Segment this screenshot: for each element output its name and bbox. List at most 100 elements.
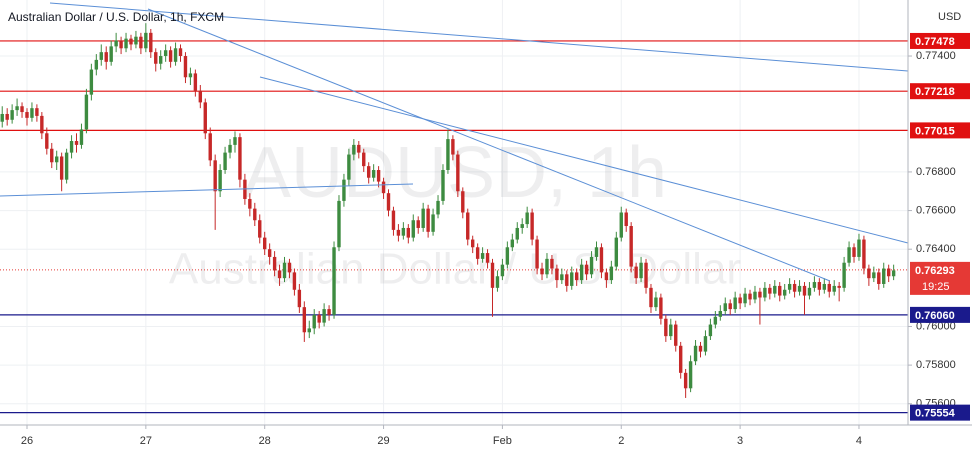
- candle-body: [213, 160, 217, 192]
- level-label: 0.77015: [915, 125, 955, 137]
- candle-body: [193, 73, 198, 91]
- candle-body: [456, 154, 460, 192]
- candle-body: [124, 38, 128, 49]
- candle-body: [159, 56, 163, 64]
- candle-body: [233, 137, 237, 145]
- x-tick-label: Feb: [493, 435, 512, 447]
- candle-body: [461, 191, 465, 213]
- candle-body: [396, 229, 401, 236]
- candle-body: [94, 59, 99, 70]
- candle-body: [228, 144, 232, 153]
- candle-body: [624, 212, 628, 227]
- candle-body: [183, 56, 188, 78]
- candle-body: [347, 154, 351, 180]
- candle-body: [678, 345, 683, 373]
- candle-body: [540, 268, 544, 275]
- candle-body: [362, 152, 366, 167]
- candle-body: [114, 40, 118, 47]
- candle-body: [307, 328, 311, 333]
- candle-body: [570, 272, 574, 286]
- candle-body: [857, 239, 861, 257]
- candle-body: [480, 253, 485, 259]
- level-label-box: [910, 32, 970, 49]
- candle-body: [792, 283, 797, 292]
- candle-body: [292, 272, 297, 290]
- candle-body: [812, 282, 817, 288]
- candle-body: [594, 247, 599, 257]
- candle-body: [218, 170, 222, 192]
- candle-body: [748, 293, 752, 300]
- candle-body: [847, 247, 851, 263]
- candle-body: [109, 46, 113, 62]
- candle-body: [99, 52, 103, 60]
- candle-body: [277, 270, 282, 279]
- level-label: 0.77478: [915, 36, 955, 48]
- trend-line: [49, 2, 909, 72]
- level-label: 0.75554: [915, 408, 956, 420]
- candle-body: [381, 181, 386, 194]
- candle-body: [426, 208, 430, 232]
- candle-body: [778, 285, 782, 296]
- candle-body: [327, 309, 331, 315]
- candle-body: [297, 289, 302, 308]
- candle-body: [763, 287, 767, 298]
- candle-body: [416, 220, 420, 228]
- candle-body: [119, 40, 123, 49]
- candle-body: [743, 293, 747, 304]
- candle-body: [35, 108, 39, 116]
- current-price-label: 0.76293: [915, 265, 955, 277]
- candle-body: [827, 283, 831, 292]
- candle-body: [510, 239, 515, 248]
- x-tick-label: 3: [737, 435, 743, 447]
- candle-body: [852, 247, 856, 257]
- candle-body: [782, 289, 787, 296]
- candle-body: [129, 38, 133, 45]
- candle-body: [198, 90, 203, 103]
- candle-body: [584, 264, 589, 275]
- watermark-subtitle: Australian Dollar / U.S. Dollar: [169, 245, 741, 294]
- candle-body: [505, 247, 510, 265]
- candle-body: [862, 239, 866, 269]
- candle-body: [406, 227, 411, 238]
- candle-body: [629, 226, 633, 267]
- candle-body: [376, 170, 381, 182]
- candle-body: [758, 291, 762, 298]
- trend-line: [0, 183, 414, 197]
- candle-body: [411, 220, 415, 238]
- candle-body: [178, 48, 183, 57]
- candle-body: [15, 106, 19, 111]
- candle-body: [669, 324, 673, 337]
- x-tick-label: 27: [140, 435, 152, 447]
- level-label: 0.76060: [915, 310, 955, 322]
- candle-body: [713, 316, 718, 325]
- candle-body: [302, 307, 307, 333]
- candle-body: [79, 129, 84, 145]
- candle-body: [317, 314, 321, 323]
- candle-body: [535, 239, 539, 269]
- candle-body: [688, 361, 693, 389]
- candle-body: [877, 272, 881, 284]
- candle-body: [20, 106, 24, 113]
- candle-body: [708, 324, 713, 337]
- x-tick-label: 4: [856, 435, 862, 447]
- candle-body: [337, 200, 341, 248]
- candle-body: [802, 285, 807, 296]
- candle-body: [5, 113, 9, 120]
- y-tick-label: 0.75800: [916, 359, 956, 371]
- y-tick-label: 0.76400: [916, 243, 956, 255]
- candle-body: [599, 247, 604, 273]
- y-tick-label: 0.76800: [916, 166, 956, 178]
- candle-body: [664, 318, 668, 337]
- candle-body: [525, 212, 529, 225]
- level-label-box: [910, 122, 970, 139]
- candle-body: [401, 227, 406, 236]
- candles: [0, 23, 896, 398]
- candle-body: [550, 258, 554, 269]
- candle-body: [683, 372, 688, 389]
- candle-body: [258, 220, 262, 238]
- candle-body: [342, 179, 346, 201]
- candle-body: [882, 268, 886, 284]
- candle-body: [50, 148, 54, 163]
- candle-body: [312, 314, 316, 329]
